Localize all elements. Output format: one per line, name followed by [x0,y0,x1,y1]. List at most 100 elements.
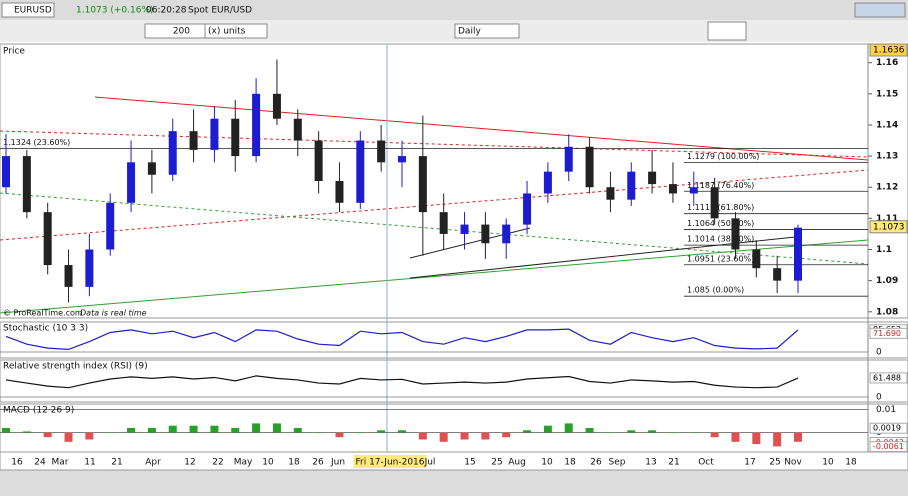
instrument: Spot EUR/USD [188,6,252,16]
candle-body [523,193,532,225]
data-note: Data is real time [80,309,147,318]
y-tick-label: 1.16 [876,58,898,68]
value-tag-label: -0.0061 [873,442,904,451]
x-tick-label: Nov [784,458,802,468]
timeframe: Daily [458,27,481,37]
bottom-toolbar [0,470,908,496]
y-tick-label: 0.01 [876,405,896,415]
x-tick-label: 16 [11,458,23,468]
y-tick-label: 0 [876,393,882,403]
histogram-bar [22,431,31,433]
histogram-bar [460,432,469,440]
price-change: 1.1073 (+0.16%) [76,6,154,16]
candle-body [210,118,219,150]
histogram-bar [64,432,73,442]
panel-title: Price [3,47,25,57]
histogram-bar [794,432,802,442]
window-controls[interactable] [854,2,906,18]
trendline [0,169,869,241]
candle-body [314,140,323,181]
indicator-line [5,375,799,389]
x-tick-label: 12 [184,458,195,468]
x-tick-label: Jun [330,458,345,468]
histogram-bar [585,428,594,433]
y-tick-label: 1.08 [876,307,898,317]
time: 06:20:28 [146,6,187,16]
candle-body [689,187,698,194]
histogram-bar [231,428,240,433]
fib-label: 1.0951 (23.60%) [687,254,754,263]
copyright: © ProRealTime.com [3,309,83,318]
candle-body [773,268,782,281]
symbol-box[interactable] [1,2,55,18]
candle-body [398,156,406,163]
candle-body [752,249,761,269]
histogram-bar [627,430,636,433]
x-tick-label: Oct [698,458,714,468]
candle-body [418,156,427,213]
fib-label: 1.085 (0.00%) [687,286,744,295]
fib-label: 1.1279 (100.00%) [687,152,759,161]
price-tag-label: 1.1636 [873,46,905,56]
x-tick-label: 18 [288,458,300,468]
candle-body [794,227,802,281]
candle-body [189,131,198,150]
histogram-bar [356,432,365,434]
value-tag [869,422,908,434]
candle-body [648,171,657,185]
panel-title: Relative strength index (RSI) (9) [3,362,148,372]
fib-label: 1.1324 (23.60%) [3,138,70,147]
x-tick-label: Apr [145,458,161,468]
value-tag [869,327,908,339]
histogram-bar [752,432,761,445]
histogram-bar [481,432,490,440]
x-tick-label: 25 [769,458,780,468]
candle-body [356,140,365,203]
histogram-bar [502,432,511,438]
x-tick-label: 13 [645,458,656,468]
y-tick-label: 1.11 [876,214,898,224]
x-tick-label: 26 [590,458,602,468]
histogram-bar [689,432,698,434]
units-count: 200 [173,27,190,37]
date-marker [353,455,427,468]
y-tick-label: 1.09 [876,276,898,286]
y-tick-label: 1.1 [876,245,892,255]
trendline [0,130,869,158]
candle-body [106,202,115,250]
indicator-panel [0,359,908,403]
histogram-bar [668,432,677,434]
units: (x) units [208,27,246,37]
histogram-bar [2,428,10,433]
histogram-bar [648,430,657,433]
candle-body [481,224,490,244]
histogram-bar [523,430,532,433]
x-tick-label: 11 [84,458,95,468]
candle-body [439,212,448,234]
candle-body [127,162,136,203]
value-tag-label: 0.0019 [873,424,901,433]
units-select[interactable] [204,23,268,39]
histogram-bar [377,430,386,433]
trendline [409,236,796,279]
x-tick-label: Sep [609,458,626,468]
x-tick-label: 18 [564,458,576,468]
candle-body [710,187,719,219]
histogram-bar [418,432,427,440]
histogram-bar [335,432,344,438]
indicator-panel [0,321,908,359]
histogram-bar [710,432,719,438]
timeframe-select[interactable] [454,23,520,39]
histogram-bar [293,428,302,433]
candle-body [252,93,261,157]
settings-bar [0,20,908,42]
candle-body [731,218,740,250]
candle-body [2,156,10,188]
candle-body [564,146,573,172]
chart-type-button[interactable] [707,21,747,41]
symbol: EURUSD [14,6,52,16]
histogram-bar [85,432,94,440]
candle-body [168,131,177,175]
candle-body [627,171,636,200]
